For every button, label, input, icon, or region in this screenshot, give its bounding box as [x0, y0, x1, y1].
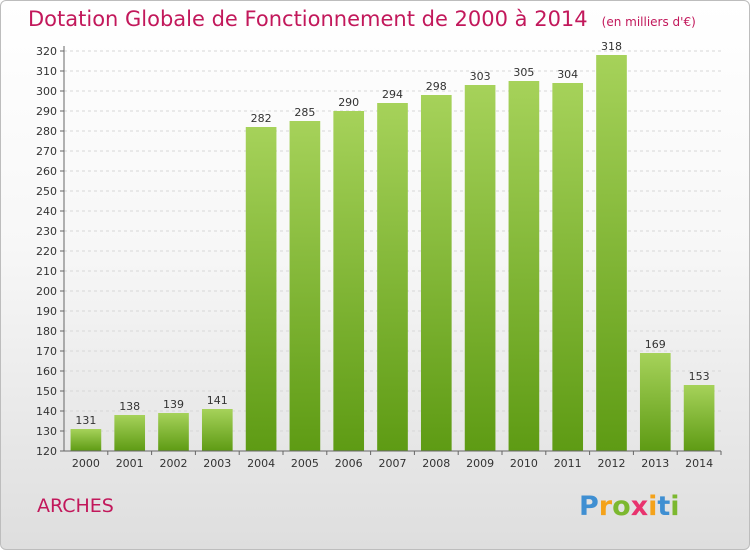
bar — [201, 409, 233, 451]
x-tick-label: 2008 — [422, 457, 450, 470]
y-tick-label: 240 — [36, 205, 57, 218]
bar — [158, 413, 189, 451]
bar — [377, 103, 408, 451]
value-label: 318 — [601, 40, 622, 53]
y-tick-label: 150 — [36, 385, 57, 398]
logo-letter: t — [657, 491, 671, 522]
bar — [420, 95, 452, 451]
y-tick-label: 140 — [36, 405, 57, 418]
bar — [464, 85, 496, 451]
chart-title: Dotation Globale de Fonctionnement de 20… — [28, 7, 696, 31]
value-label: 153 — [689, 370, 710, 383]
bar — [508, 81, 540, 451]
value-label: 303 — [470, 70, 491, 83]
chart-unit: (en milliers d'€) — [601, 15, 696, 29]
y-tick-label: 250 — [36, 185, 57, 198]
proxiti-logo[interactable]: Proxiti — [579, 491, 680, 522]
y-tick-label: 120 — [36, 445, 57, 458]
y-tick-label: 310 — [36, 65, 57, 78]
bar — [114, 415, 146, 451]
value-label: 294 — [382, 88, 403, 101]
x-tick-label: 2006 — [335, 457, 363, 470]
value-label: 131 — [75, 414, 96, 427]
value-label: 169 — [645, 338, 666, 351]
x-tick-label: 2000 — [72, 457, 100, 470]
y-tick-label: 260 — [36, 165, 57, 178]
bar — [552, 83, 584, 451]
bar — [70, 429, 102, 451]
x-tick-label: 2003 — [203, 457, 231, 470]
logo-letter: i — [648, 491, 658, 522]
logo-letter: x — [630, 491, 649, 522]
bar — [639, 353, 671, 451]
value-label: 139 — [163, 398, 184, 411]
x-tick-label: 2014 — [685, 457, 713, 470]
logo-letter: r — [598, 491, 613, 522]
y-tick-label: 200 — [36, 285, 57, 298]
y-tick-label: 130 — [36, 425, 57, 438]
y-tick-labels: 120 130 140 150 160 170 180 190 200 210 220 230 240 2… — [36, 45, 57, 458]
x-tick-label: 2001 — [116, 457, 144, 470]
value-label: 290 — [338, 96, 359, 109]
logo-letter: i — [670, 491, 680, 522]
x-tick-labels: 2000 2001 2002 2003 2004 2005 2006 2007 2008 2009… — [72, 451, 722, 470]
bar — [289, 121, 321, 451]
y-tick-label: 170 — [36, 345, 57, 358]
x-tick-label: 2007 — [379, 457, 407, 470]
bar — [596, 55, 627, 451]
y-tick-label: 230 — [36, 225, 57, 238]
value-label: 282 — [251, 112, 272, 125]
x-tick-label: 2002 — [160, 457, 188, 470]
y-tick-label: 270 — [36, 145, 57, 158]
value-label: 285 — [294, 106, 315, 119]
chart-title-text: Dotation Globale de Fonctionnement de 20… — [28, 7, 588, 31]
logo-letter: P — [579, 491, 599, 522]
value-label: 138 — [119, 400, 140, 413]
x-tick-label: 2005 — [291, 457, 319, 470]
commune-name: ARCHES — [37, 495, 114, 517]
bar — [245, 127, 277, 451]
y-tick-label: 280 — [36, 125, 57, 138]
bar — [333, 111, 365, 451]
y-tick-label: 160 — [36, 365, 57, 378]
y-tick-label: 320 — [36, 45, 57, 58]
bar — [683, 385, 715, 451]
value-label: 141 — [207, 394, 228, 407]
bars — [70, 55, 715, 451]
y-tick-label: 180 — [36, 325, 57, 338]
y-tick-label: 290 — [36, 105, 57, 118]
y-tick-label: 210 — [36, 265, 57, 278]
x-tick-label: 2012 — [598, 457, 626, 470]
value-labels: 131 138 139 141 282 285 290 294 298 303 305 304 318 1… — [75, 40, 709, 427]
x-tick-label: 2010 — [510, 457, 538, 470]
x-tick-label: 2013 — [641, 457, 669, 470]
x-tick-label: 2009 — [466, 457, 494, 470]
y-tick-label: 220 — [36, 245, 57, 258]
x-tick-label: 2004 — [247, 457, 275, 470]
x-tick-label: 2011 — [554, 457, 582, 470]
y-tick-label: 190 — [36, 305, 57, 318]
axes — [63, 46, 721, 452]
logo-letter: o — [612, 491, 631, 522]
y-tick-label: 300 — [36, 85, 57, 98]
value-label: 298 — [426, 80, 447, 93]
value-label: 304 — [557, 68, 578, 81]
value-label: 305 — [513, 66, 534, 79]
